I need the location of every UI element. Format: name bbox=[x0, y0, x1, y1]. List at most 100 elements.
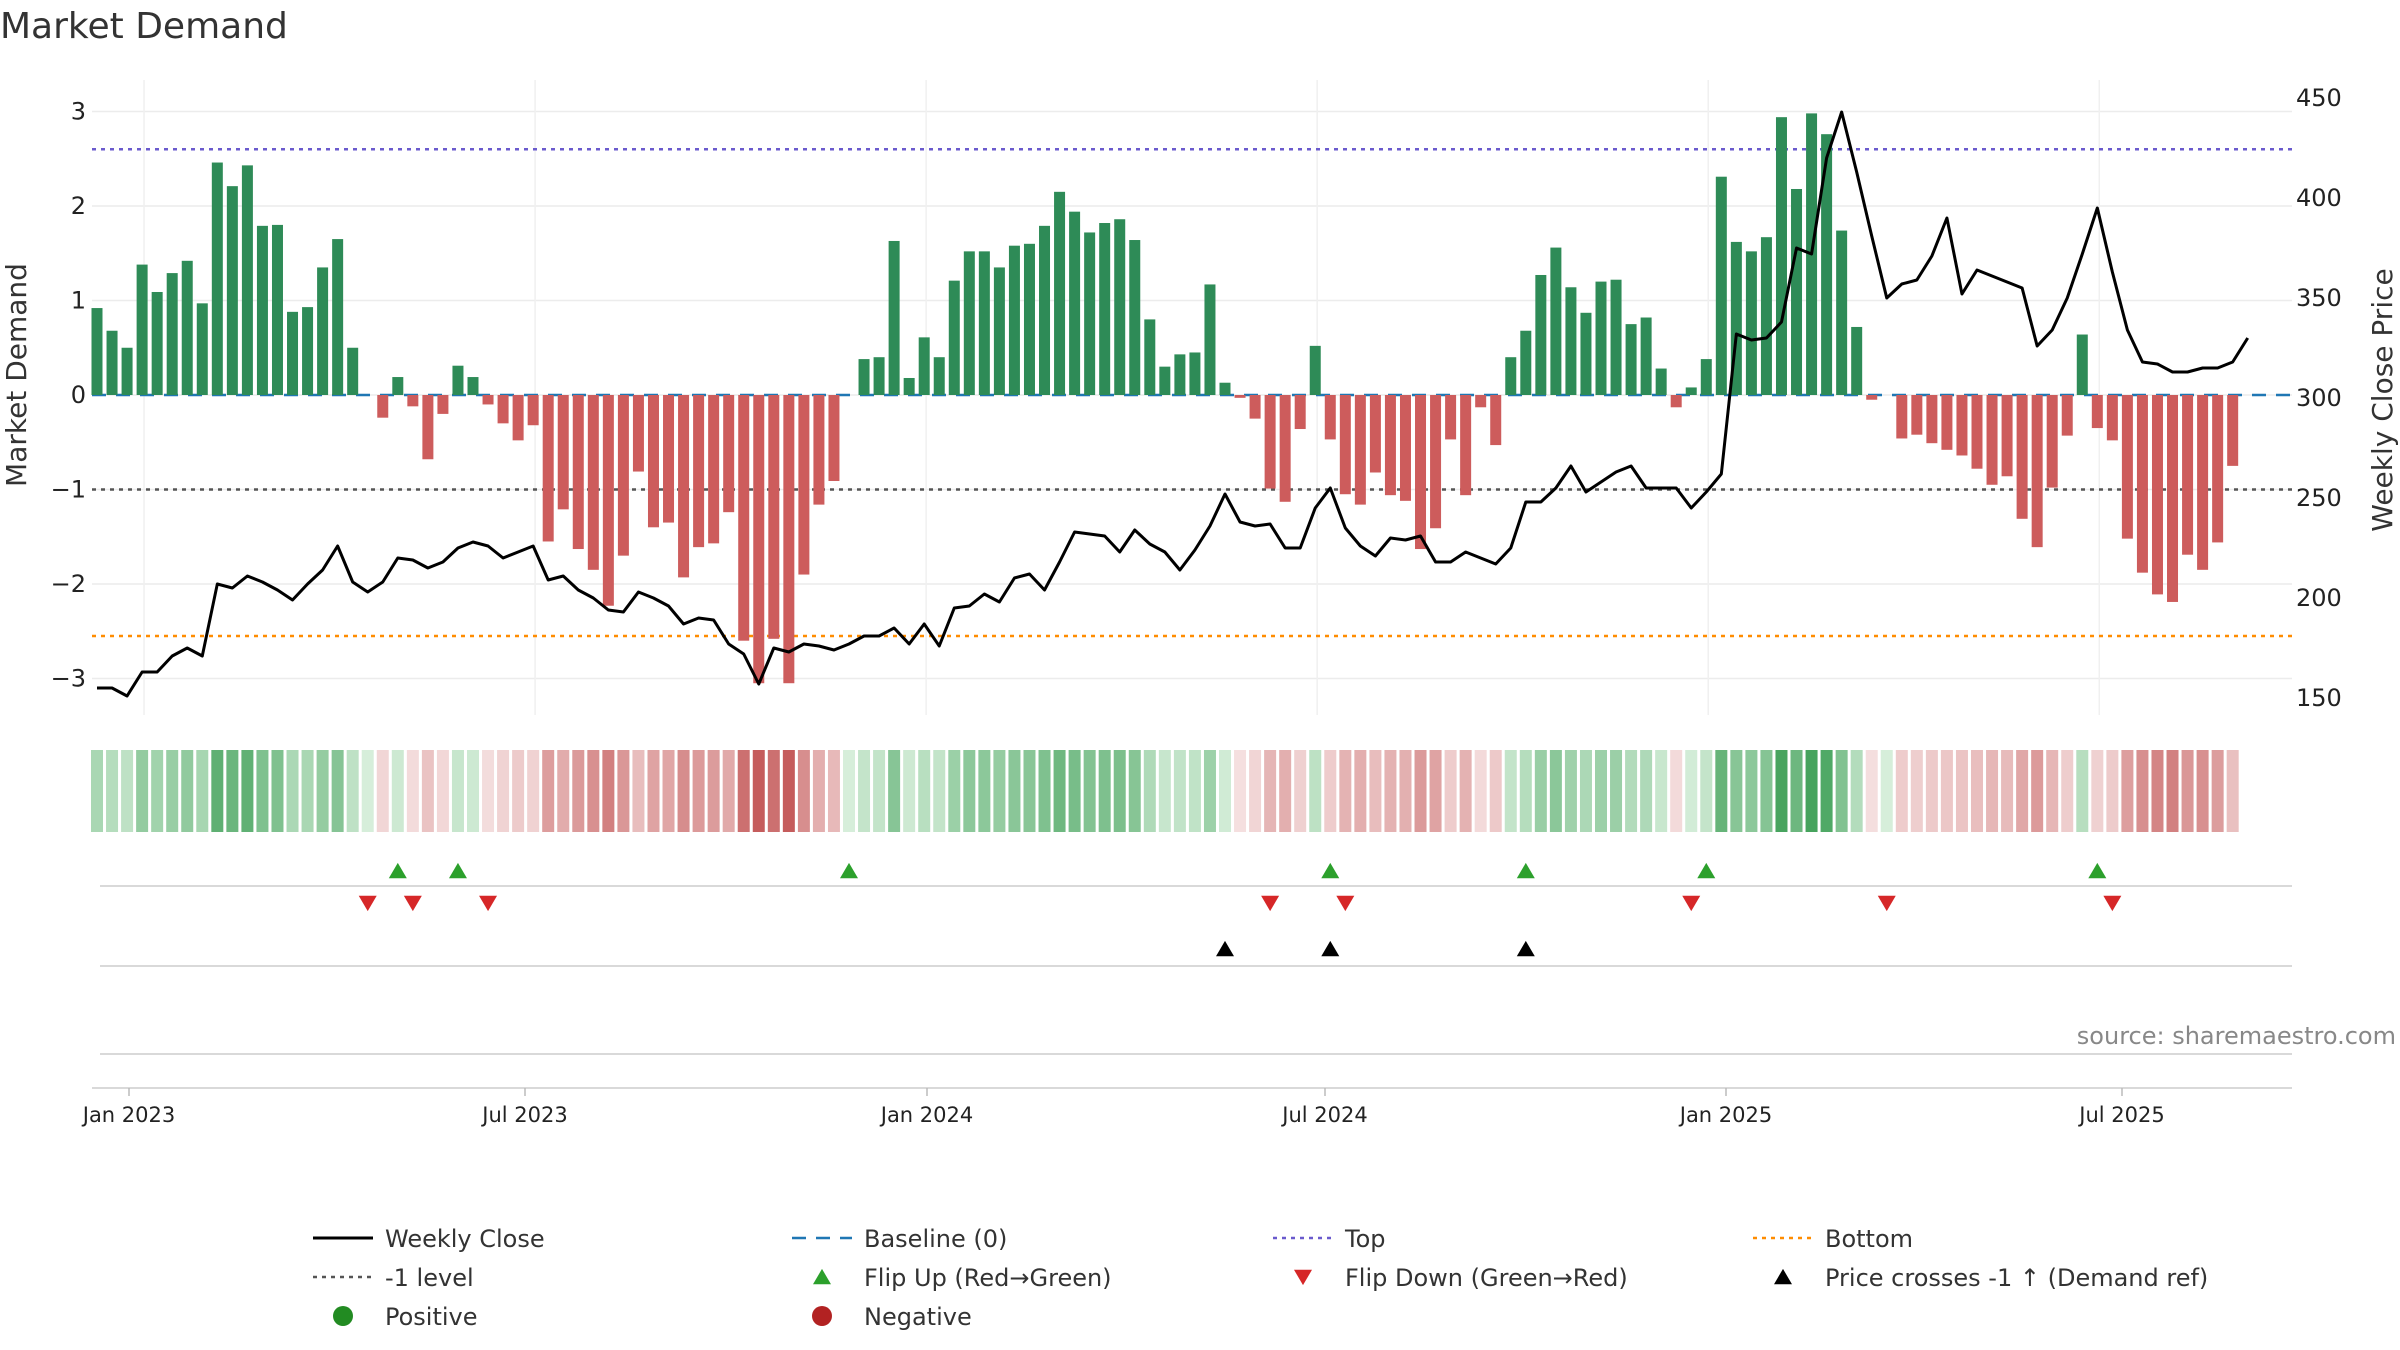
price-cross-marker bbox=[1516, 940, 1535, 957]
cross-markers bbox=[1216, 940, 1535, 957]
demand-bar bbox=[1520, 330, 1532, 395]
demand-bar bbox=[2167, 395, 2179, 602]
y2-tick-label: 400 bbox=[2296, 184, 2342, 212]
demand-bar bbox=[572, 395, 584, 550]
demand-bar bbox=[1069, 211, 1081, 395]
demand-bar bbox=[647, 395, 659, 528]
demand-bar bbox=[211, 162, 223, 395]
heat-cell bbox=[1625, 750, 1638, 832]
legend: Weekly Close Baseline (0) Top Bottom -1 leve… bbox=[313, 1225, 2208, 1331]
heat-cell bbox=[406, 750, 419, 832]
heat-cell bbox=[692, 750, 705, 832]
demand-bar bbox=[347, 347, 359, 395]
heat-cell bbox=[602, 750, 615, 832]
demand-bar bbox=[587, 395, 599, 570]
demand-bar bbox=[2031, 395, 2043, 548]
flip-down-marker bbox=[1336, 895, 1355, 912]
heat-cell bbox=[797, 750, 810, 832]
flip-up-marker bbox=[1697, 862, 1716, 879]
demand-bar bbox=[1625, 324, 1637, 395]
demand-bar bbox=[2091, 395, 2103, 429]
heat-cell bbox=[527, 750, 540, 832]
demand-bar bbox=[241, 165, 253, 395]
demand-bar bbox=[1926, 395, 1938, 444]
heat-cell bbox=[617, 750, 630, 832]
heat-cell bbox=[1444, 750, 1457, 832]
flip-down-marker bbox=[1261, 895, 1280, 912]
demand-bar bbox=[1775, 117, 1787, 396]
legend-label: Weekly Close bbox=[385, 1225, 545, 1253]
heat-cell bbox=[1910, 750, 1923, 832]
demand-bar bbox=[2121, 395, 2133, 539]
demand-bar bbox=[1550, 247, 1562, 395]
y2-tick-label: 250 bbox=[2296, 484, 2342, 512]
legend-item: Baseline (0) bbox=[792, 1225, 1007, 1253]
demand-bar bbox=[1369, 395, 1381, 473]
flip-up-marker bbox=[448, 862, 467, 879]
demand-bar bbox=[166, 273, 178, 395]
demand-bar bbox=[302, 307, 314, 395]
demand-bar bbox=[527, 395, 539, 426]
legend-item: Negative bbox=[812, 1303, 972, 1331]
flip-up-marker bbox=[2088, 862, 2107, 879]
demand-bar bbox=[1174, 354, 1186, 395]
heat-cell bbox=[1459, 750, 1472, 832]
demand-bar bbox=[2197, 395, 2209, 570]
heat-cell bbox=[1835, 750, 1848, 832]
legend-label: Flip Down (Green→Red) bbox=[1345, 1264, 1628, 1292]
heat-cell bbox=[1203, 750, 1216, 832]
demand-bar bbox=[1219, 382, 1231, 395]
heat-cell bbox=[812, 750, 825, 832]
demand-bar bbox=[963, 251, 975, 395]
heat-cell bbox=[2046, 750, 2059, 832]
heat-cell bbox=[1986, 750, 1999, 832]
heat-cell bbox=[1790, 750, 1803, 832]
heat-cell bbox=[166, 750, 179, 832]
x-tick-label: Jul 2023 bbox=[480, 1103, 567, 1127]
y2-tick-label: 450 bbox=[2296, 84, 2342, 112]
y-tick-label: 2 bbox=[71, 192, 86, 220]
demand-bar bbox=[1986, 395, 1998, 485]
demand-bar bbox=[813, 395, 825, 505]
y-tick-label: 0 bbox=[71, 381, 86, 409]
y2-tick-label: 300 bbox=[2296, 384, 2342, 412]
heat-cell bbox=[1850, 750, 1863, 832]
demand-bar bbox=[271, 224, 283, 395]
demand-bar bbox=[497, 395, 509, 424]
legend-label: Price crosses -1 ↑ (Demand ref) bbox=[1825, 1264, 2208, 1292]
circle-icon bbox=[812, 1306, 832, 1326]
heat-cell bbox=[782, 750, 795, 832]
y-axis-label: Market Demand bbox=[0, 263, 33, 487]
heat-cell bbox=[1429, 750, 1442, 832]
heat-cell bbox=[1053, 750, 1066, 832]
heat-cell bbox=[1745, 750, 1758, 832]
heat-cell bbox=[1715, 750, 1728, 832]
heat-cell bbox=[1068, 750, 1081, 832]
heat-cell bbox=[271, 750, 284, 832]
heat-cell bbox=[1158, 750, 1171, 832]
heat-cell bbox=[557, 750, 570, 832]
demand-bar bbox=[181, 260, 193, 395]
x-tick-label: Jan 2023 bbox=[81, 1103, 176, 1127]
demand-bar bbox=[196, 303, 208, 395]
heat-cell bbox=[1098, 750, 1111, 832]
heat-cell bbox=[2196, 750, 2209, 832]
demand-bar bbox=[542, 395, 554, 542]
y2-tick-label: 150 bbox=[2296, 684, 2342, 712]
demand-bar bbox=[1234, 395, 1246, 398]
heat-cell bbox=[572, 750, 585, 832]
demand-bar bbox=[1354, 395, 1366, 505]
flip-down-marker bbox=[358, 895, 377, 912]
demand-bar bbox=[602, 395, 614, 606]
heat-cell bbox=[2061, 750, 2074, 832]
demand-bar bbox=[1655, 368, 1667, 395]
heat-cell bbox=[1023, 750, 1036, 832]
demand-bar bbox=[1595, 281, 1607, 395]
price-cross-marker bbox=[1321, 940, 1340, 957]
heat-cell bbox=[1880, 750, 1893, 832]
heat-cell bbox=[346, 750, 359, 832]
heat-cell bbox=[1128, 750, 1141, 832]
heat-cell bbox=[331, 750, 344, 832]
heat-cell bbox=[376, 750, 389, 832]
heat-cell bbox=[843, 750, 855, 832]
